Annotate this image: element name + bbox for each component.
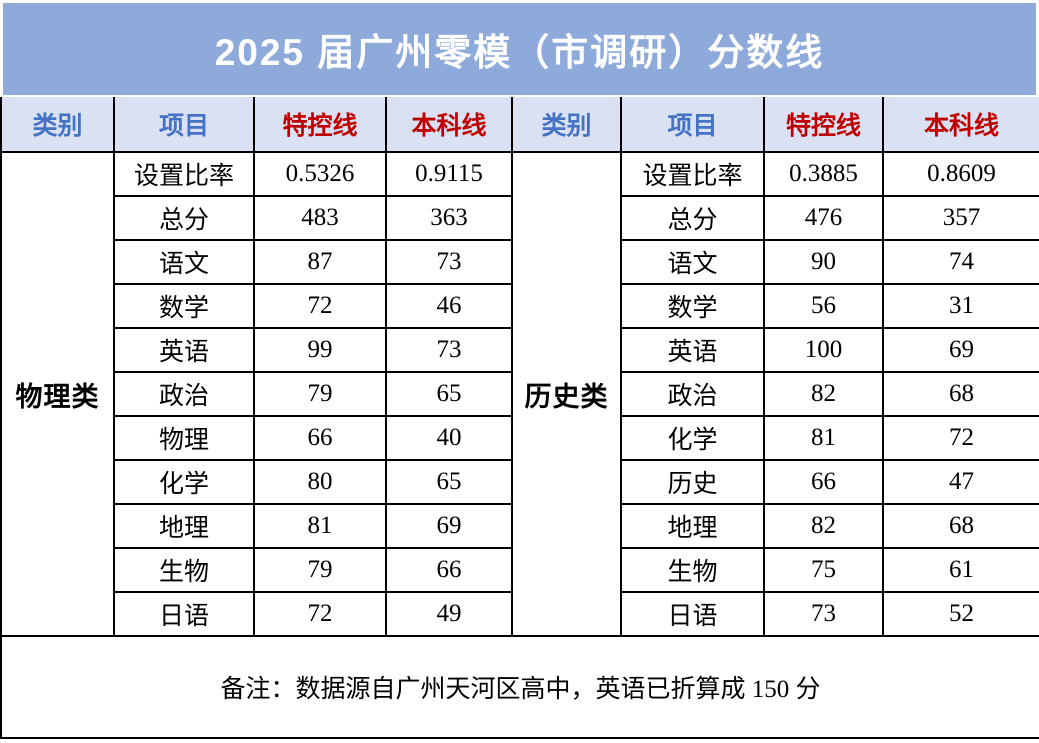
score-value: 66 [385, 547, 513, 593]
score-value: 100 [763, 327, 884, 373]
score-value: 47 [882, 459, 1039, 505]
category-cell-physics: 物理类 [0, 151, 115, 637]
subject-label: 地理 [620, 503, 765, 549]
score-value: 72 [882, 415, 1039, 461]
score-value: 73 [385, 327, 513, 373]
score-value: 82 [763, 503, 884, 549]
score-value: 82 [763, 371, 884, 417]
subject-label: 英语 [113, 327, 255, 373]
score-value: 81 [763, 415, 884, 461]
score-value: 357 [882, 195, 1039, 241]
footer-note: 备注：数据源自广州天河区高中，英语已折算成 150 分 [0, 635, 1039, 739]
subject-label: 日语 [620, 591, 765, 637]
score-value: 69 [385, 503, 513, 549]
score-value: 73 [385, 239, 513, 285]
subject-label: 生物 [113, 547, 255, 593]
subject-label: 地理 [113, 503, 255, 549]
score-value: 72 [253, 283, 387, 329]
subject-label: 化学 [620, 415, 765, 461]
subject-label: 语文 [620, 239, 765, 285]
score-value: 476 [763, 195, 884, 241]
subject-label: 英语 [620, 327, 765, 373]
score-value: 52 [882, 591, 1039, 637]
header-cell-benke-right: 本科线 [882, 97, 1039, 153]
score-value: 75 [763, 547, 884, 593]
header-cell-category-left: 类别 [0, 97, 115, 153]
subject-label: 设置比率 [113, 151, 255, 197]
note-row: 备注：数据源自广州天河区高中，英语已折算成 150 分 [0, 635, 1039, 739]
score-value: 65 [385, 459, 513, 505]
score-value: 0.3885 [763, 151, 884, 197]
score-value: 65 [385, 371, 513, 417]
score-value: 99 [253, 327, 387, 373]
header-cell-tekong-left: 特控线 [253, 97, 387, 153]
table-row: 化学 80 65 历史 66 47 [1, 459, 1039, 505]
subject-label: 总分 [620, 195, 765, 241]
table-row: 政治 79 65 政治 82 68 [1, 371, 1039, 417]
score-value: 49 [385, 591, 513, 637]
subject-label: 历史 [620, 459, 765, 505]
table-row: 数学 72 46 数学 56 31 [1, 283, 1039, 329]
subject-label: 政治 [113, 371, 255, 417]
table-row: 物理 66 40 化学 81 72 [1, 415, 1039, 461]
subject-label: 数学 [113, 283, 255, 329]
score-value: 74 [882, 239, 1039, 285]
header-cell-item-left: 项目 [113, 97, 255, 153]
score-value: 61 [882, 547, 1039, 593]
header-cell-benke-left: 本科线 [385, 97, 513, 153]
score-value: 79 [253, 371, 387, 417]
category-cell-history: 历史类 [511, 151, 622, 637]
score-value: 69 [882, 327, 1039, 373]
table-row: 总分 483 363 总分 476 357 [1, 195, 1039, 241]
subject-label: 数学 [620, 283, 765, 329]
score-value: 68 [882, 503, 1039, 549]
header-cell-item-right: 项目 [620, 97, 765, 153]
score-value: 0.8609 [882, 151, 1039, 197]
table-row: 语文 87 73 语文 90 74 [1, 239, 1039, 285]
score-value: 79 [253, 547, 387, 593]
score-value: 483 [253, 195, 387, 241]
score-value: 81 [253, 503, 387, 549]
page-title: 2025 届广州零模（市调研）分数线 [214, 32, 825, 73]
header-cell-category-right: 类别 [511, 97, 622, 153]
score-value: 73 [763, 591, 884, 637]
score-value: 0.9115 [385, 151, 513, 197]
subject-label: 物理 [113, 415, 255, 461]
score-value: 40 [385, 415, 513, 461]
table-title-banner: 2025 届广州零模（市调研）分数线 [3, 3, 1036, 95]
score-value: 87 [253, 239, 387, 285]
score-value: 72 [253, 591, 387, 637]
table-row: 生物 79 66 生物 75 61 [1, 547, 1039, 593]
score-value: 0.5326 [253, 151, 387, 197]
score-value: 363 [385, 195, 513, 241]
subject-label: 生物 [620, 547, 765, 593]
score-value: 66 [253, 415, 387, 461]
score-value: 46 [385, 283, 513, 329]
subject-label: 设置比率 [620, 151, 765, 197]
table-row: 地理 81 69 地理 82 68 [1, 503, 1039, 549]
table-row: 日语 72 49 日语 73 52 [1, 591, 1039, 637]
score-value: 90 [763, 239, 884, 285]
subject-label: 语文 [113, 239, 255, 285]
subject-label: 化学 [113, 459, 255, 505]
subject-label: 日语 [113, 591, 255, 637]
score-value: 31 [882, 283, 1039, 329]
score-value: 68 [882, 371, 1039, 417]
scores-table: 类别 项目 特控线 本科线 类别 项目 特控线 本科线 物理类 设置比率 0.5… [0, 97, 1039, 739]
subject-label: 政治 [620, 371, 765, 417]
score-value: 56 [763, 283, 884, 329]
score-value: 66 [763, 459, 884, 505]
table-row: 英语 99 73 英语 100 69 [1, 327, 1039, 373]
table-row: 物理类 设置比率 0.5326 0.9115 历史类 设置比率 0.3885 0… [0, 151, 1039, 637]
header-row: 类别 项目 特控线 本科线 类别 项目 特控线 本科线 [0, 97, 1039, 153]
subject-label: 总分 [113, 195, 255, 241]
score-value: 80 [253, 459, 387, 505]
header-cell-tekong-right: 特控线 [763, 97, 884, 153]
